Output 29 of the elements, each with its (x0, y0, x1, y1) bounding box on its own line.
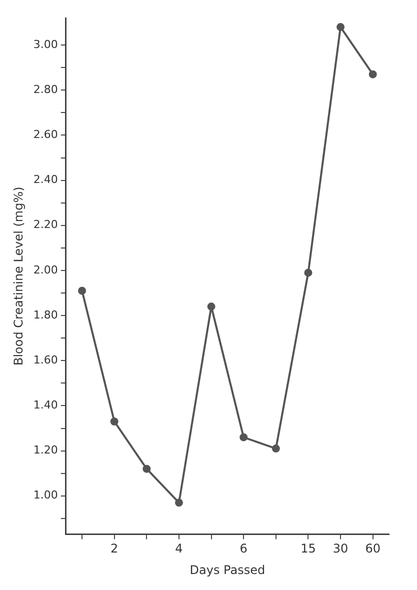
point (304, 268, 312, 277)
point (368, 70, 377, 78)
y-tick-label: 2.40 (33, 173, 58, 186)
y-tick-label: 1.00 (33, 488, 58, 502)
y-tick-label: 1.60 (33, 353, 58, 366)
y-tick-label: 2.00 (33, 263, 58, 276)
y-tick-label: 2.20 (33, 218, 58, 232)
x-tick-label: 30 (332, 542, 348, 556)
x-tick-label: 2 (110, 542, 118, 556)
x-tick-label: 15 (300, 542, 316, 556)
y-tick-label: 1.80 (33, 308, 58, 322)
y-tick-label: 1.40 (33, 398, 58, 412)
point (174, 498, 183, 507)
point (142, 464, 151, 473)
y-tick-label: 1.20 (33, 444, 58, 457)
y-tick-label: 3.00 (33, 38, 58, 51)
x-axis-title: Days Passed (190, 562, 266, 577)
y-tick-label: 2.60 (33, 128, 58, 142)
y-tick-label: 2.80 (33, 82, 58, 96)
point (240, 433, 248, 442)
point (207, 302, 216, 311)
point (272, 444, 280, 453)
x-tick-label: 60 (365, 542, 380, 556)
point (336, 23, 345, 32)
y-axis-title: Blood Creatinine Level (mg%) (11, 186, 26, 366)
point (110, 417, 118, 426)
x-tick-label: 4 (175, 542, 183, 556)
x-tick-label: 6 (240, 542, 248, 556)
point (78, 286, 86, 295)
